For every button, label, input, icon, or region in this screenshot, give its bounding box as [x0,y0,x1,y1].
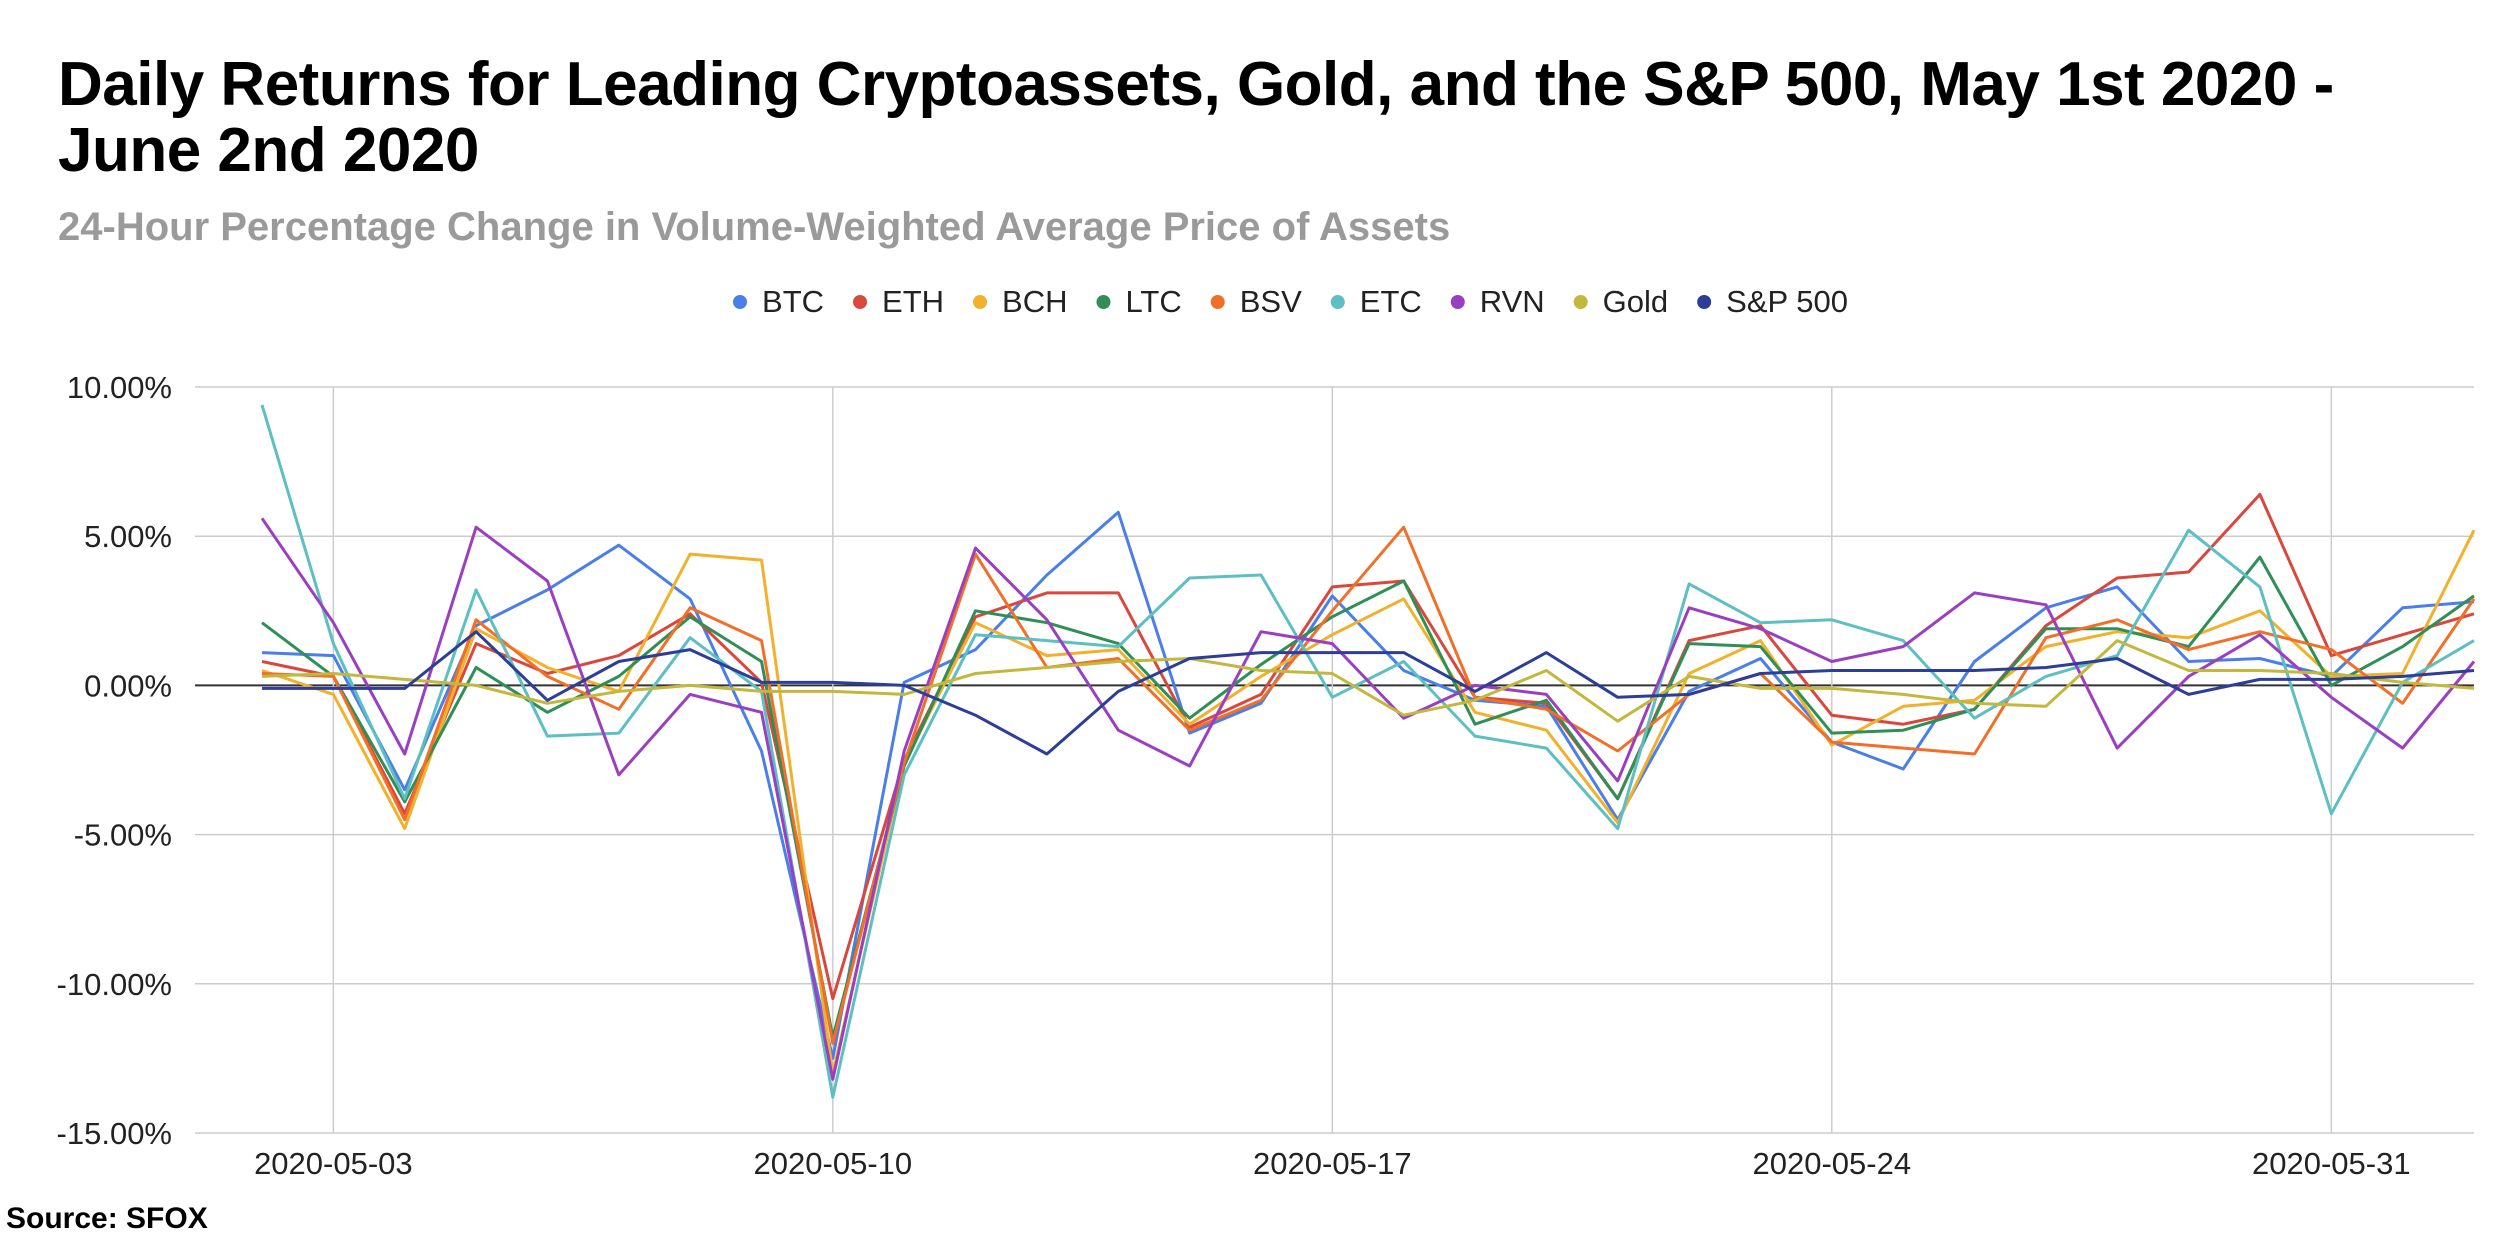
series-line-s-p-500 [262,630,2475,756]
legend-label-eth: ETH [882,284,944,319]
y-axis: 10.00% 5.00% 0.00% -5.00% -10.00% -15.00% [57,370,172,1151]
y-tick-label: 0.00% [84,668,172,703]
legend-label-s-p-500: S&P 500 [1726,284,1848,319]
series-line-btc [261,510,2475,1060]
grid [195,386,2474,1134]
x-tick-label: 2020-05-03 [254,1146,413,1181]
x-axis: 2020-05-03 2020-05-10 2020-05-17 2020-05-24… [254,1146,2411,1181]
series-line-eth [261,492,2475,1001]
legend-marker-s-p-500 [1697,295,1712,309]
legend-label-ltc: LTC [1125,284,1181,319]
series-line-ltc [261,555,2475,1039]
x-tick-label: 2020-05-31 [2252,1146,2411,1181]
legend-marker-btc [733,295,748,309]
legend-marker-eth [853,295,868,309]
legend: BTC ETH BCH LTC BSV ETC RVN Gold S&P 500 [733,284,1848,319]
legend-marker-bsv [1210,295,1225,309]
legend-label-rvn: RVN [1480,284,1545,319]
series-line-bch [261,529,2476,1075]
x-tick-label: 2020-05-10 [754,1146,913,1181]
chart-title: Daily Returns for Leading Cryptoassets, … [58,50,2334,185]
legend-marker-ltc [1096,295,1111,309]
chart-subtitle: 24-Hour Percentage Change in Volume-Weig… [58,205,1451,249]
y-tick-label: -5.00% [74,818,172,853]
legend-label-etc: ETC [1360,284,1422,319]
series-line-bsv [261,525,2476,1045]
legend-marker-gold [1573,295,1588,309]
y-tick-label: 10.00% [67,370,172,405]
legend-label-bsv: BSV [1240,284,1302,319]
y-tick-label: -10.00% [57,967,172,1002]
legend-label-bch: BCH [1002,284,1067,319]
series-line-etc [260,404,2475,1099]
legend-label-btc: BTC [762,284,824,319]
y-tick-label: 5.00% [84,519,172,554]
legend-marker-rvn [1450,295,1465,309]
legend-label-gold: Gold [1603,284,1668,319]
y-tick-label: -15.00% [57,1116,172,1151]
series-lines [260,404,2476,1099]
source-note: Source: SFOX [6,1202,208,1235]
series-line-gold [261,639,2475,723]
legend-marker-bch [973,295,988,309]
x-tick-label: 2020-05-17 [1253,1146,1412,1181]
legend-marker-etc [1330,295,1345,309]
series-line-rvn [260,517,2476,1081]
x-tick-label: 2020-05-24 [1753,1146,1912,1181]
